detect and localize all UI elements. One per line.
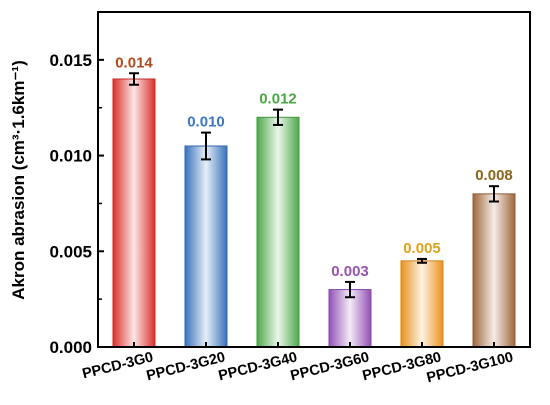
x-axis: PPCD-3G0PPCD-3G20PPCD-3G40PPCD-3G60PPCD-… (81, 342, 515, 386)
bar-ppcd-3g40 (256, 116, 300, 348)
data-label: 0.012 (259, 91, 297, 108)
bar-ppcd-3g20 (184, 145, 228, 348)
y-axis: 0.000 0.005 0.010 0.015 (49, 51, 104, 357)
error-bar (489, 185, 499, 203)
y-tick-label: 0.010 (49, 147, 92, 166)
error-bars-group (129, 72, 499, 299)
y-axis-title: Akron abrasion (cm³·1.6km⁻¹) (9, 60, 28, 299)
category-label: PPCD-3G20 (145, 349, 227, 384)
bar-ppcd-3g0 (112, 78, 156, 348)
bars-group (112, 78, 516, 348)
plot-frame (97, 11, 531, 348)
category-label: PPCD-3G60 (289, 349, 371, 384)
data-label: 0.008 (475, 167, 513, 184)
data-label: 0.014 (115, 54, 153, 71)
data-labels-group: 0.014 0.010 0.012 0.003 0.005 0.008 (115, 54, 513, 280)
error-bar (129, 72, 139, 86)
y-tick-label: 0.005 (49, 242, 92, 261)
error-bar (345, 280, 355, 299)
bar-ppcd-3g60 (328, 289, 372, 348)
data-label: 0.010 (187, 114, 225, 131)
error-bar (417, 257, 427, 264)
error-bar (201, 131, 211, 161)
bar-ppcd-3g80 (400, 260, 444, 348)
data-label: 0.005 (403, 240, 441, 257)
y-tick-label: 0.000 (49, 338, 92, 357)
error-bar (273, 108, 283, 126)
data-label: 0.003 (331, 263, 369, 280)
category-label: PPCD-3G40 (217, 349, 299, 384)
bar-ppcd-3g100 (472, 193, 516, 348)
y-tick-label: 0.015 (49, 51, 92, 70)
